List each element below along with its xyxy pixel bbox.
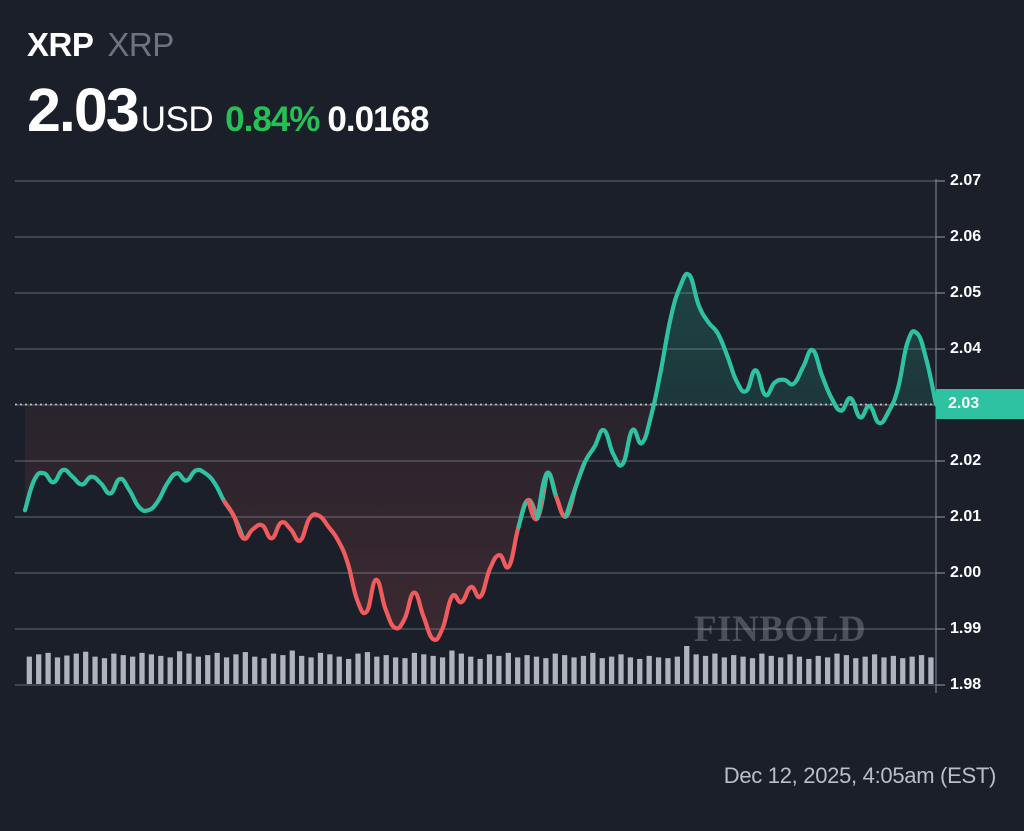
- currency-label: USD: [140, 100, 214, 139]
- y-axis-tick-label: 2.00: [950, 564, 982, 581]
- ticker-symbol: XRP: [27, 26, 94, 63]
- chart-axis: [935, 179, 945, 693]
- chart-area[interactable]: 2.07 2.06 2.05 2.04 2.03 2.02 2.01 2.00 1.99 1.98…: [0, 168, 1024, 698]
- price-line: [22, 271, 939, 642]
- y-axis-tick-label: 2.04: [950, 340, 982, 357]
- price-line-chart: [15, 179, 945, 693]
- finbold-watermark: FINBOLD: [694, 609, 867, 650]
- footer-timestamp: Dec 12, 2025, 4:05am (EST): [723, 763, 997, 788]
- change-percent: 0.84%: [225, 100, 320, 139]
- chart-area-fills: [25, 273, 936, 640]
- y-axis-tick-label: 2.05: [950, 284, 982, 301]
- price-row: 2.03 USD 0.84% 0.0168: [27, 76, 429, 144]
- y-axis-tick-label: 2.07: [950, 172, 982, 189]
- y-axis-tick-label: 2.06: [950, 228, 982, 245]
- volume-bars: [26, 646, 934, 684]
- current-price: 2.03: [27, 76, 140, 144]
- y-axis-tick-label: 1.98: [950, 676, 982, 693]
- ticker-name: XRP: [107, 26, 174, 63]
- y-axis-tick-label: 2.01: [950, 508, 982, 525]
- current-price-badge: 2.03: [936, 389, 1024, 420]
- y-axis-tick-label: 1.99: [950, 620, 982, 637]
- change-absolute: 0.0168: [327, 100, 429, 139]
- chart-header: XRP XRP 2.03 USD 0.84% 0.0168: [27, 28, 429, 144]
- ticker-row: XRP XRP: [27, 28, 428, 61]
- y-axis-tick-label: 2.02: [950, 452, 982, 469]
